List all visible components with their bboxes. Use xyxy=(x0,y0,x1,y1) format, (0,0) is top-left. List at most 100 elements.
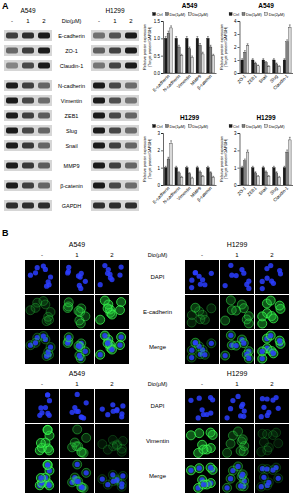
y-tick-label: 1 xyxy=(157,166,160,171)
image-background xyxy=(220,295,254,329)
blot-band xyxy=(22,128,34,134)
error-bar xyxy=(202,52,204,54)
nucleus xyxy=(39,410,44,415)
dose-label: 2 xyxy=(110,381,114,387)
nucleus xyxy=(202,282,207,287)
nucleus xyxy=(111,409,116,414)
nucleus xyxy=(109,277,114,282)
blot-band xyxy=(93,63,105,69)
blot-band xyxy=(125,113,137,119)
blot-band xyxy=(93,113,105,119)
dose-label: 1 xyxy=(75,252,79,258)
nucleus xyxy=(79,415,84,420)
nucleus xyxy=(76,273,81,278)
nucleus xyxy=(193,270,198,275)
legend-entry: Ctrl xyxy=(153,125,163,129)
y-tick-label: 2 xyxy=(234,148,237,153)
blot-band xyxy=(109,48,121,54)
bar xyxy=(246,46,249,73)
nucleus xyxy=(201,412,206,417)
bars xyxy=(164,141,214,185)
cell-stain xyxy=(244,319,253,328)
blot-band xyxy=(22,63,34,69)
if-image xyxy=(185,330,219,364)
error-bar xyxy=(170,141,172,144)
y-tick-group: 3 xyxy=(234,32,240,37)
error-bar xyxy=(241,59,243,60)
y-tick-label: 1 xyxy=(234,58,237,63)
error-bar xyxy=(165,166,167,167)
bars xyxy=(241,137,291,185)
dose-label: 1 xyxy=(113,18,117,24)
x-axis: ZO-1ZEB1SnailSlugClaudin-1 xyxy=(236,185,293,203)
x-tick-label: Claudin-1 xyxy=(272,185,290,203)
y-tick xyxy=(238,73,240,74)
error-bar xyxy=(189,173,191,174)
protein-label: GAPDH xyxy=(62,203,82,209)
cell-stain xyxy=(117,298,126,307)
error-bar xyxy=(286,150,288,152)
nucleus xyxy=(260,286,265,291)
cell-stain xyxy=(64,298,73,307)
image-background xyxy=(60,295,94,329)
legend: CtrlDio(1μM)Dio(2μM) xyxy=(153,13,209,17)
y-tick xyxy=(238,47,240,48)
nucleus xyxy=(228,333,233,338)
nucleus xyxy=(270,397,275,402)
nucleus xyxy=(235,464,240,469)
bar xyxy=(188,174,191,185)
nucleus xyxy=(259,414,264,419)
cell-stain xyxy=(274,439,283,448)
image-background xyxy=(25,389,59,423)
legend-swatch xyxy=(153,13,156,16)
bar xyxy=(212,177,215,185)
y-axis-line xyxy=(161,134,164,186)
error-bar xyxy=(199,44,201,46)
error-bar xyxy=(207,37,209,39)
blot-strip xyxy=(4,110,52,121)
cell-stain xyxy=(31,303,40,312)
nucleus xyxy=(265,276,270,281)
dose-label: - xyxy=(41,381,43,387)
blot-strip xyxy=(4,125,52,136)
nucleus xyxy=(200,407,205,412)
nucleus xyxy=(119,411,124,416)
nucleus xyxy=(100,407,105,412)
cell-stain xyxy=(43,425,52,434)
bar xyxy=(196,38,199,73)
cell-stain xyxy=(226,296,235,305)
nucleus xyxy=(105,412,110,417)
y-axis-line xyxy=(238,134,241,186)
nucleus xyxy=(98,282,103,287)
nucleus xyxy=(45,462,50,467)
cell-stain xyxy=(274,474,283,483)
cell-stain xyxy=(239,339,248,348)
nucleus xyxy=(119,481,124,486)
cell-stain xyxy=(275,336,284,345)
y-tick xyxy=(161,38,163,39)
error-bar xyxy=(196,37,198,39)
dose-label: 2 xyxy=(110,252,114,258)
bar xyxy=(283,60,286,73)
error-bar xyxy=(199,171,201,172)
protein-label: Claudin-1 xyxy=(60,63,84,69)
cell-stain xyxy=(226,331,235,340)
y-axis: 0.00.51.01.5 xyxy=(154,19,164,76)
bar-chart: H1299CtrlDio(1μM)Dio(2μM)Relative protei… xyxy=(143,114,216,205)
error-bar xyxy=(189,47,191,49)
blot-band xyxy=(109,63,121,69)
y-tick xyxy=(161,21,163,22)
bar xyxy=(275,64,278,73)
if-image xyxy=(25,424,59,458)
error-bar xyxy=(196,166,198,167)
if-image xyxy=(255,260,289,294)
image-background xyxy=(25,330,59,364)
blot-band xyxy=(125,33,137,39)
legend-swatch xyxy=(188,125,191,128)
nucleus xyxy=(84,470,89,475)
y-tick xyxy=(238,60,240,61)
blot-strip xyxy=(91,45,139,56)
blot-band xyxy=(109,143,121,149)
error-bar xyxy=(170,26,172,28)
blot-band xyxy=(125,83,137,89)
